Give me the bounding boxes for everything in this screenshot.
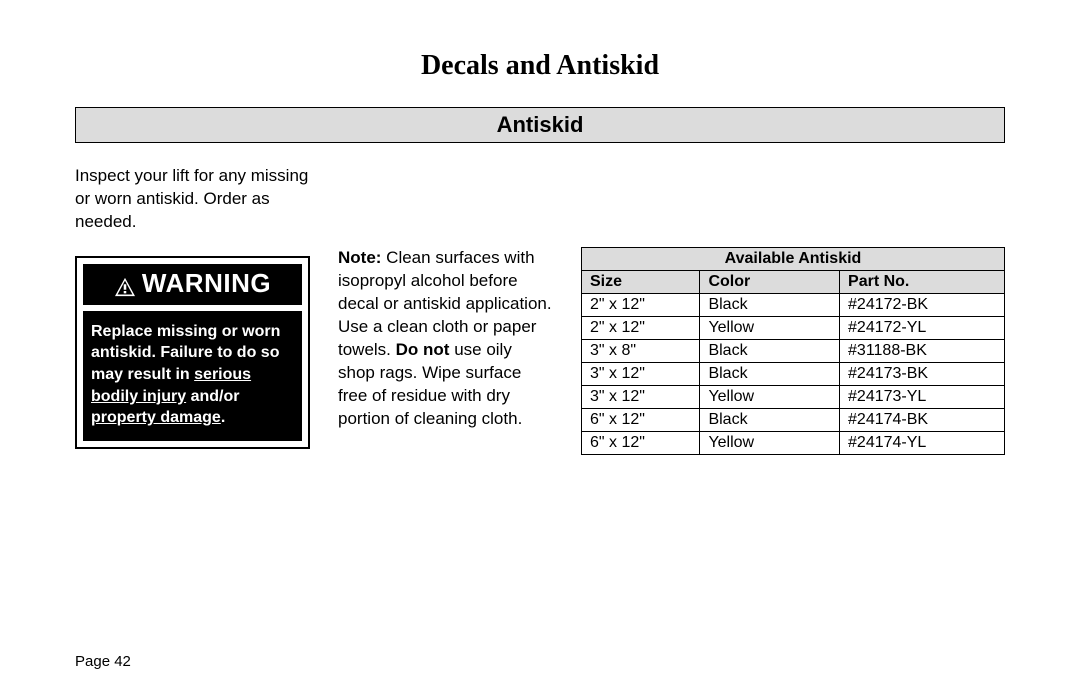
warning-body: Replace missing or worn antiskid. Failur…	[83, 311, 302, 441]
cell-part: #24174-BK	[840, 409, 1005, 432]
warning-text-1: Replace missing or worn antiskid. Failur…	[91, 323, 280, 383]
table-header-row: Size Color Part No.	[582, 271, 1005, 294]
warning-triangle-icon	[114, 273, 136, 293]
cell-color: Black	[700, 340, 840, 363]
note-paragraph: Note: Clean surfaces with isopropyl alco…	[338, 165, 553, 431]
table-title: Available Antiskid	[582, 248, 1005, 271]
cell-part: #31188-BK	[840, 340, 1005, 363]
cell-color: Yellow	[700, 317, 840, 340]
table-title-row: Available Antiskid	[582, 248, 1005, 271]
table-row: 6" x 12" Black #24174-BK	[582, 409, 1005, 432]
col-header-size: Size	[582, 271, 700, 294]
page-footer: Page 42	[75, 653, 131, 670]
cell-part: #24173-YL	[840, 386, 1005, 409]
note-label-2: Do not	[396, 340, 450, 359]
content-row: Inspect your lift for any missing or wor…	[75, 165, 1005, 455]
page-title: Decals and Antiskid	[75, 50, 1005, 82]
note-label: Note:	[338, 248, 381, 267]
middle-column: Note: Clean surfaces with isopropyl alco…	[338, 165, 553, 431]
cell-size: 2" x 12"	[582, 317, 700, 340]
warning-box: WARNING Replace missing or worn antiskid…	[75, 256, 310, 449]
cell-color: Black	[700, 363, 840, 386]
col-header-color: Color	[700, 271, 840, 294]
cell-part: #24174-YL	[840, 432, 1005, 455]
cell-part: #24172-YL	[840, 317, 1005, 340]
cell-size: 3" x 8"	[582, 340, 700, 363]
page-container: Decals and Antiskid Antiskid Inspect you…	[0, 0, 1080, 698]
cell-size: 3" x 12"	[582, 363, 700, 386]
table-row: 6" x 12" Yellow #24174-YL	[582, 432, 1005, 455]
warning-text-tail: .	[221, 409, 225, 426]
table-row: 3" x 8" Black #31188-BK	[582, 340, 1005, 363]
table-row: 3" x 12" Yellow #24173-YL	[582, 386, 1005, 409]
left-column: Inspect your lift for any missing or wor…	[75, 165, 310, 449]
table-row: 2" x 12" Yellow #24172-YL	[582, 317, 1005, 340]
cell-part: #24173-BK	[840, 363, 1005, 386]
cell-color: Yellow	[700, 432, 840, 455]
warning-header-label: WARNING	[142, 268, 271, 299]
warning-text-mid: and/or	[186, 388, 239, 405]
cell-size: 6" x 12"	[582, 432, 700, 455]
cell-color: Black	[700, 294, 840, 317]
cell-size: 6" x 12"	[582, 409, 700, 432]
table-row: 3" x 12" Black #24173-BK	[582, 363, 1005, 386]
warning-header: WARNING	[83, 264, 302, 305]
cell-size: 2" x 12"	[582, 294, 700, 317]
warning-underline-2: property damage	[91, 409, 221, 426]
right-column: Available Antiskid Size Color Part No. 2…	[581, 165, 1005, 455]
intro-text: Inspect your lift for any missing or wor…	[75, 165, 310, 234]
col-header-part: Part No.	[840, 271, 1005, 294]
cell-color: Yellow	[700, 386, 840, 409]
cell-part: #24172-BK	[840, 294, 1005, 317]
table-row: 2" x 12" Black #24172-BK	[582, 294, 1005, 317]
antiskid-table: Available Antiskid Size Color Part No. 2…	[581, 247, 1005, 455]
section-header: Antiskid	[75, 107, 1005, 143]
cell-color: Black	[700, 409, 840, 432]
cell-size: 3" x 12"	[582, 386, 700, 409]
